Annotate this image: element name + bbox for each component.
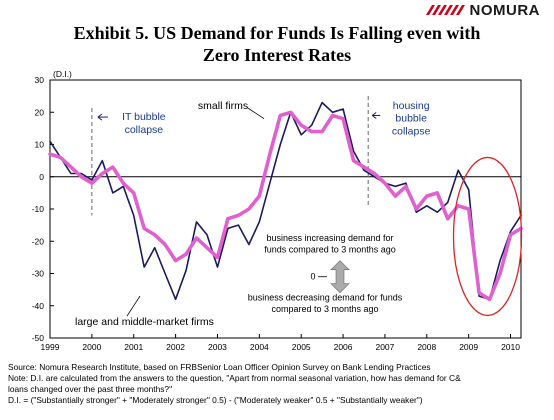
decreasing-demand-label: compared to 3 months ago bbox=[271, 304, 378, 314]
x-tick-label: 2008 bbox=[417, 342, 436, 352]
recession-highlight-ellipse bbox=[452, 156, 523, 317]
x-tick-label: 2010 bbox=[501, 342, 520, 352]
large-firms-label: large and middle-market firms bbox=[75, 316, 214, 328]
y-tick-label: 10 bbox=[35, 140, 45, 150]
it-bubble-label: collapse bbox=[125, 124, 164, 136]
x-tick-label: 2005 bbox=[292, 342, 311, 352]
brand-stripes-icon bbox=[425, 5, 465, 15]
housing-bubble-label: bubble bbox=[395, 113, 427, 125]
large-firms-pointer bbox=[126, 295, 141, 317]
y-tick-label: -20 bbox=[32, 236, 45, 246]
x-tick-label: 2004 bbox=[250, 342, 269, 352]
x-tick-label: 2002 bbox=[166, 342, 185, 352]
y-tick-label: 0 bbox=[39, 172, 44, 182]
it-bubble-arrow-head bbox=[97, 113, 103, 121]
y-tick-label: -10 bbox=[32, 204, 45, 214]
y-tick-label: 20 bbox=[35, 107, 45, 117]
small-firms-series-line bbox=[48, 110, 523, 302]
it-bubble-label: IT bubble bbox=[122, 111, 166, 123]
x-tick-label: 2007 bbox=[375, 342, 394, 352]
definition-note-line1: Note: D.I. are calculated from the answe… bbox=[8, 373, 461, 383]
small-firms-pointer bbox=[246, 107, 265, 120]
y-tick-label: -50 bbox=[32, 333, 45, 343]
housing-bubble-label: housing bbox=[393, 100, 430, 112]
y-tick-label: 30 bbox=[35, 75, 45, 85]
x-tick-label: 2003 bbox=[208, 342, 227, 352]
x-tick-label: 1999 bbox=[41, 342, 60, 352]
x-tick-label: 2000 bbox=[82, 342, 101, 352]
x-tick-label: 2006 bbox=[334, 342, 353, 352]
increasing-demand-label: business increasing demand for bbox=[266, 233, 393, 243]
chart-title-line1: Exhibit 5. US Demand for Funds Is Fallin… bbox=[73, 23, 481, 43]
small-firms-label: small firms bbox=[198, 100, 248, 112]
footnotes: Source: Nomura Research Institute, based… bbox=[8, 362, 548, 406]
y-tick-label: -30 bbox=[32, 269, 45, 279]
formula-note: D.I. = ("Substantially stronger" + "Mode… bbox=[8, 395, 423, 405]
decreasing-demand-label: business decreasing demand for funds bbox=[248, 293, 403, 303]
nomura-logo: NOMURA bbox=[425, 1, 541, 19]
x-tick-label: 2009 bbox=[459, 342, 478, 352]
source-note: Source: Nomura Research Institute, based… bbox=[8, 362, 431, 372]
chart-title-line2: Zero Interest Rates bbox=[202, 45, 352, 65]
large-firms-series-line bbox=[49, 101, 522, 301]
definition-note-line2: loans changed over the past three months… bbox=[8, 384, 173, 394]
x-tick-label: 2001 bbox=[124, 342, 143, 352]
double-arrow-icon bbox=[330, 260, 350, 294]
zero-marker-label: 0 bbox=[310, 272, 315, 282]
chart-title: Exhibit 5. US Demand for Funds Is Fallin… bbox=[0, 22, 554, 66]
y-axis-label: (D.I.) bbox=[53, 69, 72, 79]
housing-bubble-arrow-head bbox=[371, 112, 377, 119]
y-tick-label: -40 bbox=[32, 301, 45, 311]
increasing-demand-label: funds compared to 3 months ago bbox=[264, 245, 396, 255]
housing-bubble-label: collapse bbox=[392, 126, 431, 138]
brand-name: NOMURA bbox=[469, 1, 540, 19]
